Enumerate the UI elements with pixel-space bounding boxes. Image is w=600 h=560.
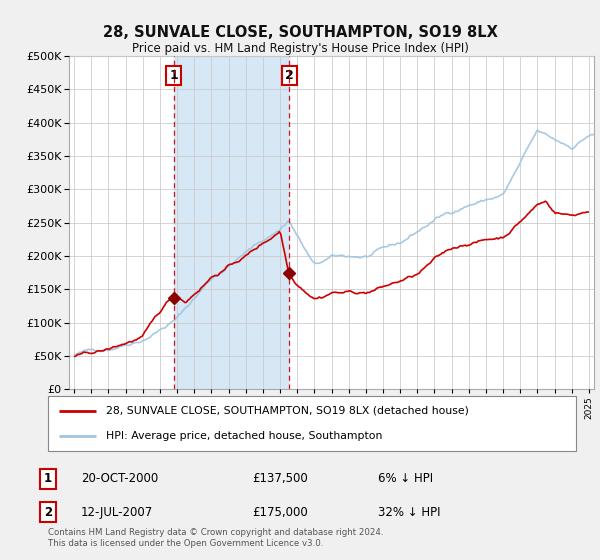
Text: Contains HM Land Registry data © Crown copyright and database right 2024.
This d: Contains HM Land Registry data © Crown c… — [48, 528, 383, 548]
Text: 32% ↓ HPI: 32% ↓ HPI — [378, 506, 440, 519]
Text: 12-JUL-2007: 12-JUL-2007 — [81, 506, 153, 519]
Text: £175,000: £175,000 — [252, 506, 308, 519]
Text: 28, SUNVALE CLOSE, SOUTHAMPTON, SO19 8LX (detached house): 28, SUNVALE CLOSE, SOUTHAMPTON, SO19 8LX… — [106, 406, 469, 416]
Text: 28, SUNVALE CLOSE, SOUTHAMPTON, SO19 8LX: 28, SUNVALE CLOSE, SOUTHAMPTON, SO19 8LX — [103, 25, 497, 40]
Text: 6% ↓ HPI: 6% ↓ HPI — [378, 472, 433, 486]
Text: 1: 1 — [169, 69, 178, 82]
Text: 2: 2 — [44, 506, 52, 519]
Bar — [173, 56, 289, 389]
Text: 1: 1 — [44, 472, 52, 486]
Text: HPI: Average price, detached house, Southampton: HPI: Average price, detached house, Sout… — [106, 431, 382, 441]
FancyBboxPatch shape — [48, 396, 576, 451]
Text: 2: 2 — [285, 69, 293, 82]
Text: £137,500: £137,500 — [252, 472, 308, 486]
Text: 20-OCT-2000: 20-OCT-2000 — [81, 472, 158, 486]
Text: Price paid vs. HM Land Registry's House Price Index (HPI): Price paid vs. HM Land Registry's House … — [131, 42, 469, 55]
